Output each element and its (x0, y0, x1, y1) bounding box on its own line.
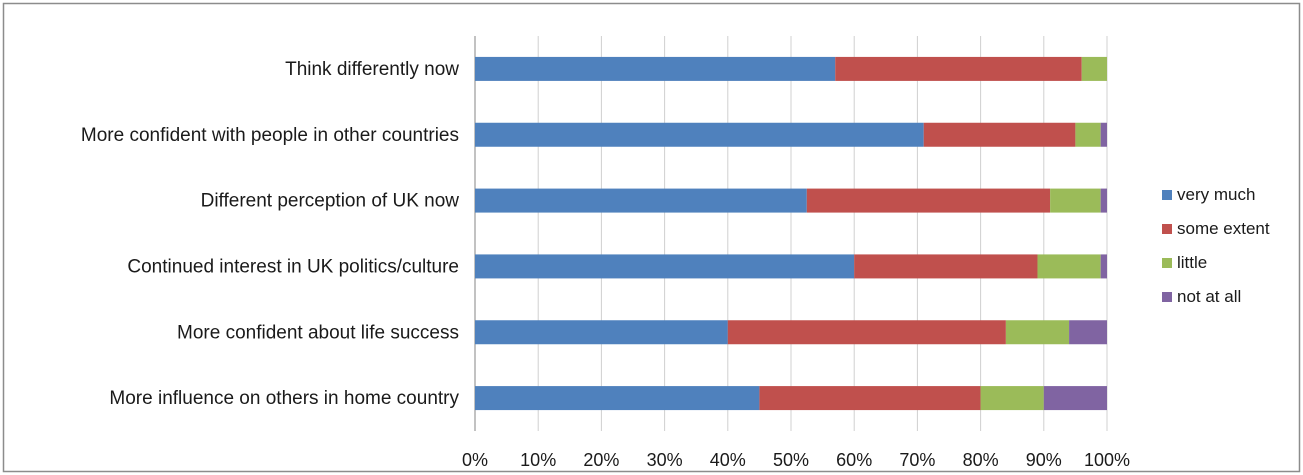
bar-segment-some-extent (806, 188, 1051, 213)
legend: very much some extent little not at all (1162, 185, 1270, 306)
legend-label: some extent (1177, 219, 1270, 238)
bar-segment-not-at-all (1069, 320, 1107, 345)
bar-segment-little (980, 386, 1044, 411)
category-label: More influence on others in home country (109, 388, 459, 409)
category-label: Different perception of UK now (201, 191, 460, 212)
legend-swatch (1162, 190, 1172, 200)
category-labels: Think differently now More confident with… (81, 59, 460, 409)
bar-segment-very-much (475, 188, 807, 213)
bar-segment-some-extent (854, 254, 1038, 279)
bar-segment-some-extent (759, 386, 981, 411)
bar-segment-not-at-all (1100, 254, 1107, 279)
x-tick-label: 30% (647, 450, 683, 470)
bar-segment-little (1081, 56, 1107, 81)
legend-swatch (1162, 292, 1172, 302)
x-tick-label: 40% (710, 450, 746, 470)
legend-label: not at all (1177, 287, 1241, 306)
x-tick-label: 80% (963, 450, 999, 470)
bar-segment-little (1050, 188, 1101, 213)
legend-swatch (1162, 224, 1172, 234)
category-label: Continued interest in UK politics/cultur… (127, 256, 459, 277)
category-label: More confident about life success (177, 322, 459, 343)
bar-segment-very-much (475, 254, 855, 279)
bar-segment-not-at-all (1100, 122, 1107, 147)
legend-swatch (1162, 258, 1172, 268)
gridlines (474, 36, 1108, 431)
category-label: Think differently now (285, 59, 459, 80)
x-tick-label: 100% (1084, 450, 1130, 470)
bar-segment-not-at-all (1043, 386, 1107, 411)
x-tick-label: 50% (773, 450, 809, 470)
bar-segment-little (1005, 320, 1070, 345)
legend-label: little (1177, 253, 1207, 272)
x-tick-label: 60% (836, 450, 872, 470)
bars (475, 56, 1107, 411)
bar-segment-not-at-all (1100, 188, 1107, 213)
legend-label: very much (1177, 185, 1255, 204)
category-label: More confident with people in other coun… (81, 125, 459, 146)
x-tick-label: 90% (1026, 450, 1062, 470)
x-tick-label: 0% (462, 450, 488, 470)
bar-segment-very-much (475, 122, 924, 147)
bar-segment-some-extent (835, 56, 1082, 81)
bar-segment-little (1037, 254, 1101, 279)
bar-segment-very-much (475, 386, 760, 411)
x-axis-tick-labels: 0% 10% 20% 30% 40% 50% 60% 70% 80% 90% 100% (462, 450, 1130, 470)
bar-segment-very-much (475, 320, 728, 345)
bar-segment-little (1075, 122, 1101, 147)
bar-segment-some-extent (923, 122, 1076, 147)
bar-segment-some-extent (727, 320, 1006, 345)
x-tick-label: 10% (520, 450, 556, 470)
x-tick-label: 20% (583, 450, 619, 470)
x-tick-label: 70% (899, 450, 935, 470)
bar-segment-very-much (475, 56, 836, 81)
